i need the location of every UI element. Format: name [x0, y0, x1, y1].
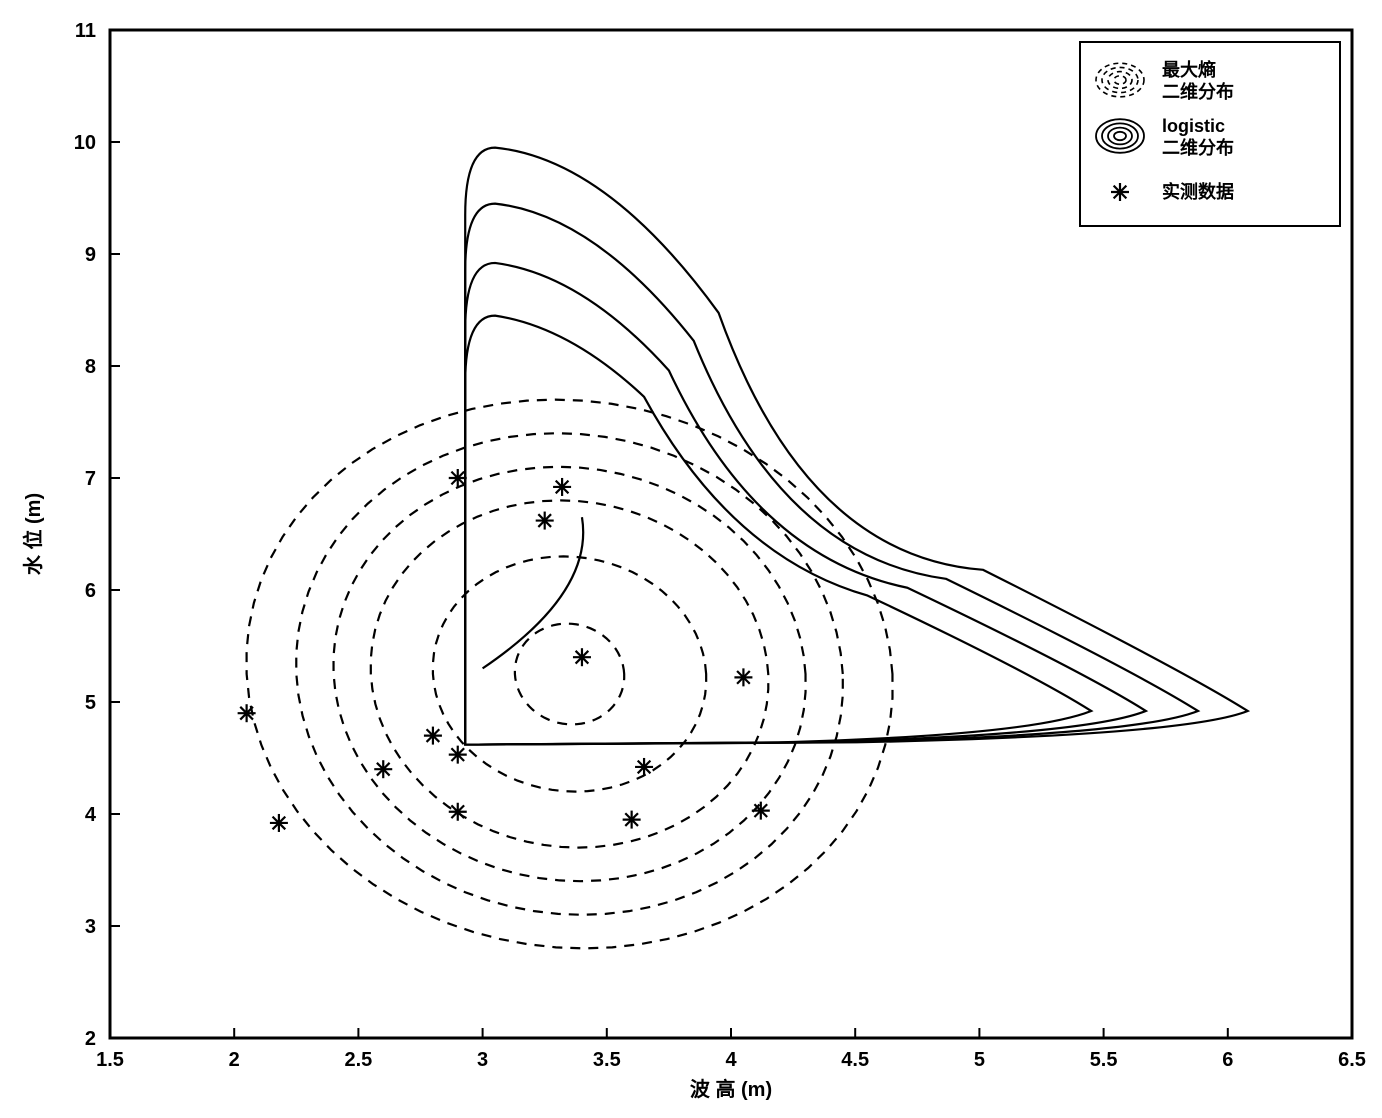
x-tick-label: 1.5	[96, 1049, 124, 1071]
data-point	[424, 727, 442, 745]
x-tick-label: 2	[229, 1049, 240, 1071]
maxent-contour	[371, 500, 768, 847]
data-point	[635, 758, 653, 776]
x-tick-label: 6.5	[1338, 1049, 1366, 1071]
data-point	[374, 760, 392, 778]
x-tick-label: 5.5	[1090, 1049, 1118, 1071]
legend-label: 最大熵	[1162, 59, 1216, 80]
x-tick-label: 4.5	[841, 1049, 869, 1071]
maxent-contour	[334, 467, 806, 881]
x-tick-label: 6	[1222, 1049, 1233, 1071]
legend-label: 二维分布	[1162, 137, 1234, 158]
y-tick-label: 6	[85, 580, 96, 602]
legend-label: logistic	[1162, 116, 1225, 136]
data-point	[449, 746, 467, 764]
chart-container: 1.522.533.544.555.566.5波 高 (m)2345678910…	[0, 0, 1382, 1118]
data-point	[449, 469, 467, 487]
data-point	[536, 512, 554, 530]
x-axis-label: 波 高 (m)	[690, 1077, 772, 1101]
data-point	[553, 478, 571, 496]
maxent-contour	[296, 433, 843, 915]
data-point	[734, 668, 752, 686]
maxent-contour	[433, 556, 706, 791]
x-tick-label: 3.5	[593, 1049, 621, 1071]
legend-label: 实测数据	[1162, 181, 1234, 202]
y-tick-label: 11	[75, 20, 96, 42]
logistic-contour	[465, 316, 1091, 745]
maxent-contour	[247, 400, 893, 949]
y-tick-label: 7	[85, 468, 96, 490]
y-axis-label: 水 位 (m)	[21, 493, 45, 575]
y-tick-label: 8	[85, 356, 96, 378]
y-tick-label: 4	[85, 804, 97, 826]
logistic-inner-curve	[483, 517, 584, 668]
data-point	[449, 803, 467, 821]
chart-svg: 1.522.533.544.555.566.5波 高 (m)2345678910…	[0, 0, 1382, 1118]
y-tick-label: 5	[85, 692, 96, 714]
data-point	[238, 704, 256, 722]
maxent-contour	[515, 624, 624, 725]
legend-label: 二维分布	[1162, 81, 1234, 102]
data-point	[1111, 183, 1129, 201]
data-point	[270, 814, 288, 832]
data-point	[573, 648, 591, 666]
x-tick-label: 3	[477, 1049, 488, 1071]
logistic-contour	[465, 204, 1198, 745]
x-tick-label: 2.5	[344, 1049, 372, 1071]
data-point	[623, 811, 641, 829]
x-tick-label: 5	[974, 1049, 985, 1071]
x-tick-label: 4	[725, 1049, 737, 1071]
data-point	[752, 802, 770, 820]
y-tick-label: 3	[85, 916, 96, 938]
y-tick-label: 2	[85, 1028, 96, 1050]
y-tick-label: 9	[85, 244, 96, 266]
y-tick-label: 10	[74, 132, 96, 154]
